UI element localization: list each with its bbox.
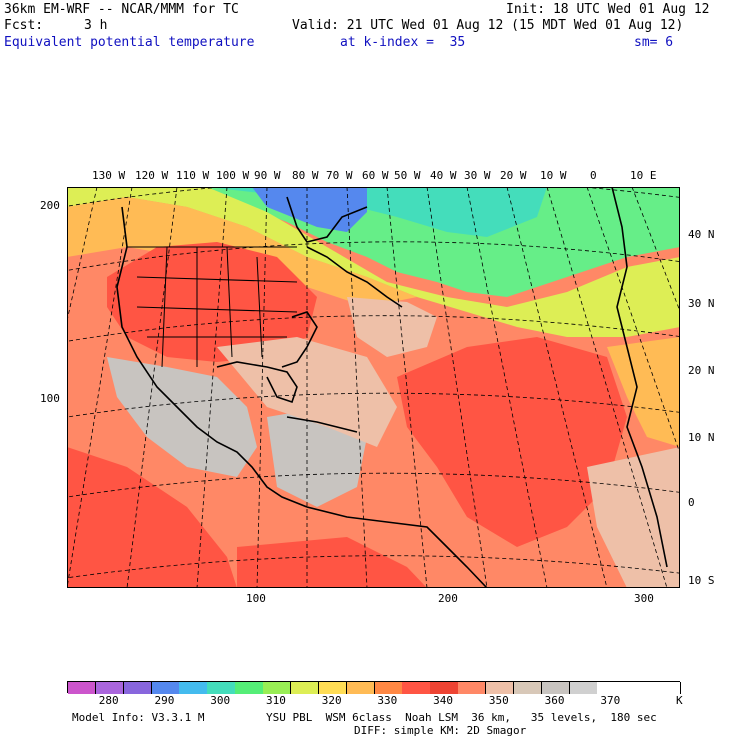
field-teal-band xyxy=(207,187,547,237)
colorbar-swatch xyxy=(207,682,236,694)
colorbar-label: 290 xyxy=(154,694,175,707)
diffusion-info: DIFF: simple KM: 2D Smagor xyxy=(354,724,527,737)
colorbar-label: 310 xyxy=(265,694,286,707)
colorbar-swatch xyxy=(68,682,97,694)
lon-label: 20 W xyxy=(500,169,527,182)
colorbar-swatch xyxy=(95,682,125,694)
model-info: Model Info: V3.3.1 M xyxy=(72,711,205,724)
field-red-southwest xyxy=(67,447,237,588)
init-time: Init: 18 UTC Wed 01 Aug 12 xyxy=(506,2,710,17)
lon-label: 50 W xyxy=(394,169,421,182)
colorbar-label: 300 xyxy=(210,694,231,707)
colorbar-swatch xyxy=(569,682,598,694)
lon-label: 100 W xyxy=(216,169,250,182)
field-tan-northeast xyxy=(347,297,437,357)
lon-label: 10 E xyxy=(630,169,657,182)
colorbar-label: 320 xyxy=(321,694,342,707)
lon-label: 80 W xyxy=(292,169,319,182)
lon-label: 110 W xyxy=(176,169,210,182)
colorbar-swatch xyxy=(430,682,459,694)
graticule xyxy=(67,187,680,588)
colorbar-swatch xyxy=(374,682,403,694)
grid-y-label: 100 xyxy=(40,392,60,405)
lon-label: 40 W xyxy=(430,169,457,182)
colorbar xyxy=(67,681,682,694)
colorbar-swatch xyxy=(597,682,626,694)
colorbar-swatch xyxy=(402,682,431,694)
colorbar-swatch xyxy=(346,682,375,694)
grid-x-label: 100 xyxy=(246,592,266,605)
colorbar-swatch xyxy=(513,682,543,694)
forecast-label: Fcst: xyxy=(4,18,44,33)
physics-info: YSU PBL WSM 6class Noah LSM 36 km, 35 le… xyxy=(266,711,657,724)
grid-x-label: 300 xyxy=(634,592,654,605)
colorbar-label: 370 xyxy=(600,694,621,707)
colorbar-swatch xyxy=(318,682,348,694)
lat-label: 20 N xyxy=(688,364,715,377)
field-red-atlantic xyxy=(397,337,627,547)
colorbar-swatch xyxy=(290,682,320,694)
field-gray-plains xyxy=(107,357,257,477)
colorbar-swatch xyxy=(458,682,487,694)
lon-label: 130 W xyxy=(92,169,126,182)
colorbar-label: 340 xyxy=(433,694,454,707)
level-index: at k-index = 35 xyxy=(340,35,466,50)
colorbar-swatch xyxy=(123,682,153,694)
theta-e-map xyxy=(67,187,680,588)
colorbar-swatch xyxy=(541,682,571,694)
colorbar-label: 280 xyxy=(98,694,119,707)
lon-label: 120 W xyxy=(135,169,169,182)
coastlines xyxy=(116,187,668,588)
lat-label: 0 xyxy=(688,496,695,509)
lon-label: 10 W xyxy=(540,169,567,182)
field-orange-east xyxy=(607,337,680,447)
colorbar-label: 360 xyxy=(544,694,565,707)
field-red-south xyxy=(237,537,427,588)
colorbar-label: 330 xyxy=(377,694,398,707)
forecast-hour: 3 h xyxy=(84,18,108,33)
field-yellow-band xyxy=(67,187,680,337)
lat-label: 10 N xyxy=(688,431,715,444)
political-borders xyxy=(127,246,298,368)
colorbar-swatch xyxy=(263,682,292,694)
lon-label: 90 W xyxy=(254,169,281,182)
map-frame xyxy=(67,187,680,588)
colorbar-swatch xyxy=(653,682,682,694)
colorbar-swatch xyxy=(235,682,264,694)
lat-label: 40 N xyxy=(688,228,715,241)
colorbar-unit: K xyxy=(676,694,683,707)
grid-y-label: 200 xyxy=(40,199,60,212)
colorbar-swatch xyxy=(151,682,180,694)
model-title: 36km EM-WRF -- NCAR/MMM for TC xyxy=(4,2,239,17)
lon-label: 30 W xyxy=(464,169,491,182)
colorbar-swatch xyxy=(485,682,515,694)
valid-time: Valid: 21 UTC Wed 01 Aug 12 (15 MDT Wed … xyxy=(292,18,684,33)
field-name: Equivalent potential temperature xyxy=(4,35,255,50)
grid-x-label: 200 xyxy=(438,592,458,605)
lon-label: 0 xyxy=(590,169,597,182)
lon-label: 70 W xyxy=(326,169,353,182)
colorbar-label: 350 xyxy=(488,694,509,707)
colorbar-swatch xyxy=(179,682,208,694)
lat-label: 30 N xyxy=(688,297,715,310)
lon-label: 60 W xyxy=(362,169,389,182)
lat-label: 10 S xyxy=(688,574,715,587)
smoothing-value: sm= 6 xyxy=(634,35,674,50)
colorbar-swatch xyxy=(625,682,654,694)
